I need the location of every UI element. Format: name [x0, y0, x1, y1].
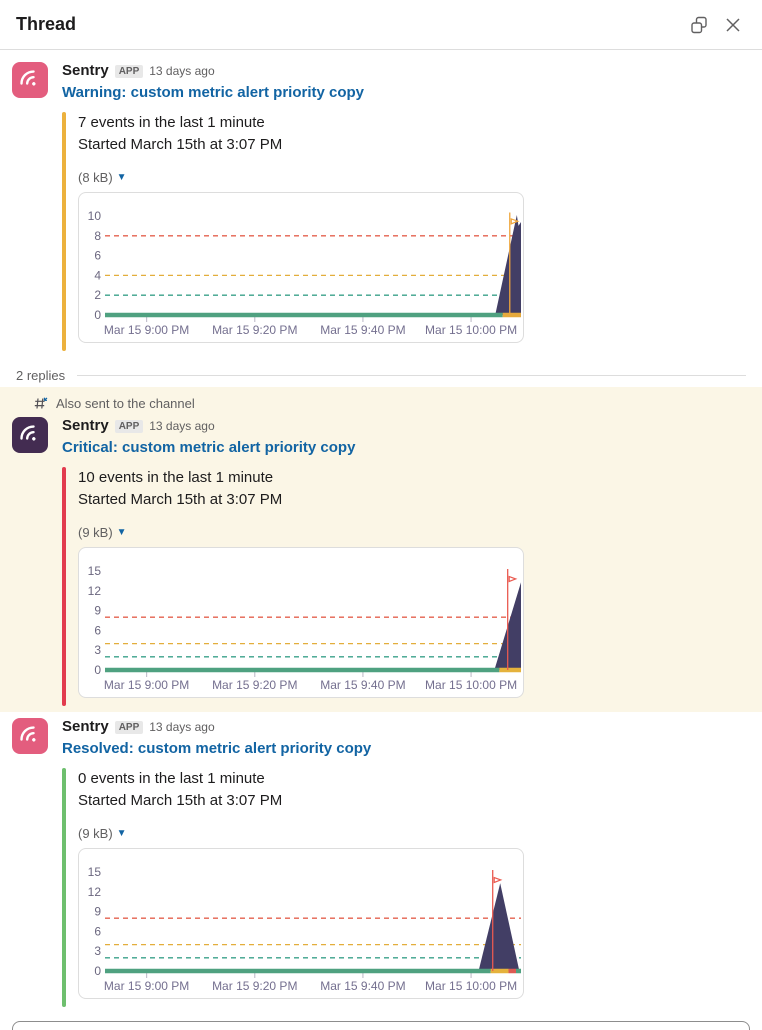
svg-text:Mar 15 9:40 PM: Mar 15 9:40 PM: [320, 678, 405, 692]
svg-text:6: 6: [94, 924, 101, 938]
svg-text:Mar 15 9:20 PM: Mar 15 9:20 PM: [212, 678, 297, 692]
svg-text:4: 4: [94, 268, 101, 282]
started-text: Started March 15th at 3:07 PM: [78, 792, 283, 809]
sender-name[interactable]: Sentry: [62, 62, 109, 79]
close-button[interactable]: [716, 8, 750, 42]
svg-text:Mar 15 9:40 PM: Mar 15 9:40 PM: [320, 323, 405, 337]
timestamp[interactable]: 13 days ago: [149, 720, 215, 734]
svg-text:9: 9: [94, 905, 101, 919]
sentry-avatar[interactable]: [12, 417, 48, 453]
alert-title-link[interactable]: Critical: custom metric alert priority c…: [62, 439, 356, 456]
channel-arrow-icon: [34, 397, 48, 409]
app-badge: APP: [114, 420, 144, 433]
message-critical: Sentry APP 13 days ago Critical: custom …: [0, 413, 762, 706]
app-badge: APP: [114, 65, 144, 78]
svg-text:15: 15: [88, 564, 102, 578]
attachment: 10 events in the last 1 minute Started M…: [62, 467, 746, 706]
popout-icon: [691, 16, 707, 33]
svg-text:3: 3: [94, 944, 101, 958]
size-label: (9 kB): [78, 524, 113, 540]
svg-text:Mar 15 9:00 PM: Mar 15 9:00 PM: [104, 323, 189, 337]
svg-text:Mar 15 10:00 PM: Mar 15 10:00 PM: [425, 678, 517, 692]
attachment-size-toggle[interactable]: (8 kB) ▼: [78, 168, 524, 186]
attachment-color-bar: [62, 112, 66, 351]
svg-text:3: 3: [94, 643, 101, 657]
panel-header: Thread: [0, 0, 762, 50]
highlighted-group: Also sent to the channel Sentry APP 13 d…: [0, 387, 762, 712]
attachment-size-toggle[interactable]: (9 kB) ▼: [78, 824, 524, 842]
size-label: (8 kB): [78, 169, 113, 185]
svg-text:10: 10: [88, 209, 102, 223]
attachment: 0 events in the last 1 minute Started Ma…: [62, 768, 746, 1007]
caret-down-icon: ▼: [116, 171, 127, 183]
started-text: Started March 15th at 3:07 PM: [78, 136, 283, 153]
metric-chart-image[interactable]: 10 8 6 4 2 0 Mar 15 9:00 PM Mar 15 9:20 PM Mar 1…: [78, 192, 524, 343]
sentry-logo-icon: [20, 70, 36, 86]
event-count-text: 0 events in the last 1 minute: [78, 770, 265, 787]
metric-chart-image[interactable]: 15 12 9 6 3 0 Mar 15 9:00 PM Mar 15 9:20 PM Mar …: [78, 547, 524, 698]
size-label: (9 kB): [78, 825, 113, 841]
alert-title-link[interactable]: Resolved: custom metric alert priority c…: [62, 740, 372, 757]
svg-text:6: 6: [94, 249, 101, 263]
svg-text:12: 12: [88, 885, 102, 899]
svg-text:15: 15: [88, 865, 102, 879]
message-warning: Sentry APP 13 days ago Warning: custom m…: [0, 50, 762, 351]
svg-text:Mar 15 9:00 PM: Mar 15 9:00 PM: [104, 678, 189, 692]
sender-name[interactable]: Sentry: [62, 417, 109, 434]
sentry-logo-icon: [20, 726, 36, 742]
svg-text:Mar 15 10:00 PM: Mar 15 10:00 PM: [425, 323, 517, 337]
svg-text:Mar 15 9:20 PM: Mar 15 9:20 PM: [212, 979, 297, 993]
message-resolved: Sentry APP 13 days ago Resolved: custom …: [0, 712, 762, 1007]
svg-text:Mar 15 10:00 PM: Mar 15 10:00 PM: [425, 979, 517, 993]
attachment-color-bar: [62, 467, 66, 706]
attachment-size-toggle[interactable]: (9 kB) ▼: [78, 523, 524, 541]
svg-text:12: 12: [88, 584, 102, 598]
started-text: Started March 15th at 3:07 PM: [78, 491, 283, 508]
replies-divider: 2 replies: [16, 365, 746, 385]
caret-down-icon: ▼: [116, 827, 127, 839]
message-input[interactable]: [12, 1021, 750, 1030]
svg-text:Mar 15 9:40 PM: Mar 15 9:40 PM: [320, 979, 405, 993]
metric-chart-image[interactable]: 15 12 9 6 3 0 Mar 15 9:00 PM Mar 15 9:20 PM Mar …: [78, 848, 524, 999]
attachment-color-bar: [62, 768, 66, 1007]
panel-title: Thread: [16, 14, 77, 34]
divider-line: [77, 374, 746, 376]
attachment: 7 events in the last 1 minute Started Ma…: [62, 112, 746, 351]
close-icon: [726, 17, 740, 32]
app-badge: APP: [114, 721, 144, 734]
svg-text:6: 6: [94, 623, 101, 637]
svg-text:Mar 15 9:20 PM: Mar 15 9:20 PM: [212, 323, 297, 337]
svg-text:2: 2: [94, 288, 101, 302]
timestamp[interactable]: 13 days ago: [149, 419, 215, 433]
svg-text:9: 9: [94, 604, 101, 618]
svg-text:0: 0: [94, 663, 101, 677]
sentry-avatar[interactable]: [12, 718, 48, 754]
event-count-text: 10 events in the last 1 minute: [78, 469, 274, 486]
svg-text:0: 0: [94, 964, 101, 978]
svg-text:0: 0: [94, 308, 101, 322]
also-sent-label: Also sent to the channel: [56, 395, 195, 411]
replies-count: 2 replies: [16, 367, 66, 383]
timestamp[interactable]: 13 days ago: [149, 64, 215, 78]
alert-title-link[interactable]: Warning: custom metric alert priority co…: [62, 84, 364, 101]
sentry-avatar[interactable]: [12, 62, 48, 98]
event-count-text: 7 events in the last 1 minute: [78, 114, 265, 131]
sender-name[interactable]: Sentry: [62, 718, 109, 735]
caret-down-icon: ▼: [116, 526, 127, 538]
svg-text:Mar 15 9:00 PM: Mar 15 9:00 PM: [104, 979, 189, 993]
popout-button[interactable]: [682, 8, 716, 42]
also-sent-row: Also sent to the channel: [0, 387, 762, 413]
sentry-logo-icon: [20, 425, 36, 441]
svg-text:8: 8: [94, 229, 101, 243]
